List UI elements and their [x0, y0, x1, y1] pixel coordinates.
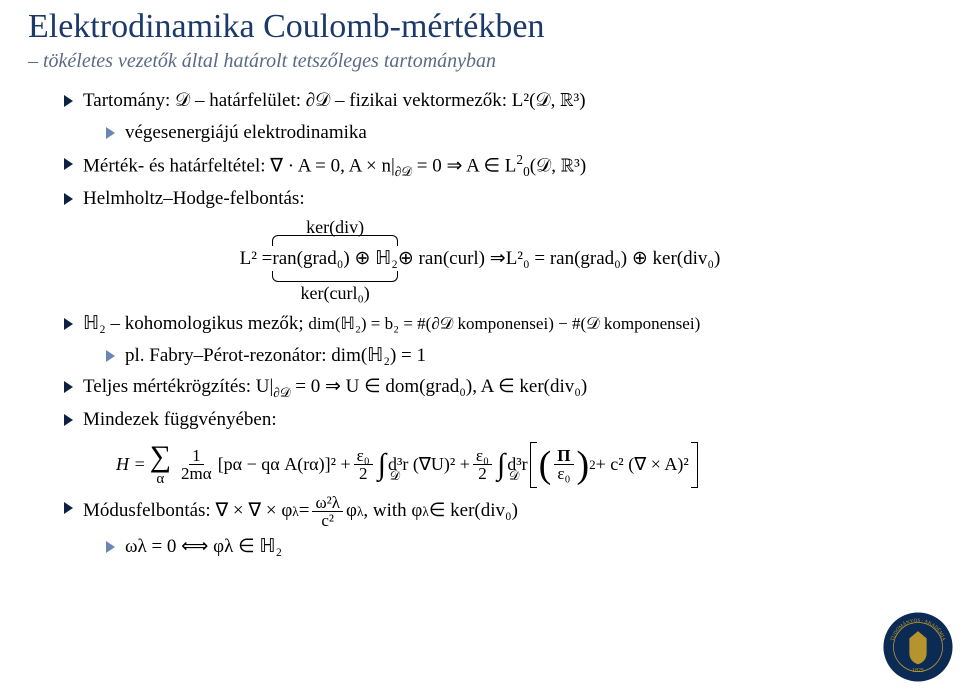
bullet-text: végesenergiájú elektrodinamika	[125, 119, 932, 147]
mode-c: , with φ	[363, 497, 422, 525]
bullet-gauge-condition: Mérték- és határfeltétel: ∇ · A = 0, A ×…	[64, 150, 932, 181]
eq-lhs: Mérték- és határfeltétel: ∇ · A = 0, A ×…	[83, 155, 395, 176]
triangle-icon	[106, 350, 115, 362]
gauge-b: = 0 ⇒ U ∈ dom(grad₀), A ∈ ker(div₀)	[290, 376, 587, 397]
page-title: Elektrodinamika Coulomb-mértékben	[28, 8, 932, 46]
overbrace-icon	[272, 235, 398, 246]
integral-icon: ∫𝒟	[497, 448, 505, 482]
triangle-icon	[106, 127, 115, 139]
cohom-b: dim(ℍ₂) = b₂ = #(∂𝒟 komponensei) − #(𝒟 k…	[308, 314, 700, 333]
bullet-text: Mérték- és határfeltétel: ∇ · A = 0, A ×…	[83, 150, 932, 181]
decomp-mid: ⊕ ran(curl) ⇒	[398, 247, 506, 270]
frac-num: ε₀	[473, 447, 492, 465]
left-bracket-icon	[530, 442, 537, 488]
bullet-helmholtz: Helmholtz–Hodge-felbontás:	[64, 185, 932, 213]
triangle-icon	[64, 414, 73, 426]
frac-num: 1	[189, 447, 204, 465]
H-lhs: H =	[116, 454, 146, 475]
gauge-sub: ∂𝒟	[273, 385, 290, 400]
frac-den: 2	[356, 465, 371, 482]
H-curlA: + c² (∇ × A)²	[596, 454, 689, 475]
eq-sub: ∂𝒟	[395, 164, 412, 179]
frac-1-over-2m: 1 2mα	[178, 447, 215, 482]
triangle-icon	[64, 193, 73, 205]
triangle-icon	[64, 381, 73, 393]
bullet-text: Helmholtz–Hodge-felbontás:	[83, 185, 932, 213]
academy-crest-icon: 1825 TUDOMÁNYOS · AKADÉMIA	[882, 611, 954, 683]
bullet-zero-mode: ωλ = 0 ⟺ φλ ∈ ℍ₂	[106, 533, 932, 561]
gauge-a: Teljes mértékrögzítés: U|	[83, 376, 273, 397]
eq-mid: = 0 ⇒ A ∈ L	[412, 155, 516, 176]
frac-den: c²	[318, 512, 337, 529]
bullet-mode-expansion: Módusfelbontás: ∇ × ∇ × φλ = ω²λ c² φλ ,…	[64, 494, 932, 529]
triangle-icon	[64, 158, 73, 170]
triangle-icon	[106, 541, 115, 553]
mode-eq: =	[299, 497, 310, 525]
page-subtitle: – tökéletes vezetők által határolt tetsz…	[28, 50, 932, 73]
left-paren-icon: (	[539, 448, 552, 482]
frac-den: 2mα	[178, 465, 215, 482]
H-kinetic: [pα − qα A(rα)]² +	[218, 454, 351, 475]
decomp-left: L² =	[240, 248, 273, 270]
bullet-text: Teljes mértékrögzítés: U|∂𝒟 = 0 ⇒ U ∈ do…	[83, 373, 932, 402]
bullet-text: ωλ = 0 ⟺ φλ ∈ ℍ₂	[125, 533, 932, 561]
frac-num: ω²λ	[312, 494, 343, 512]
frac-den: 2	[475, 465, 490, 482]
triangle-icon	[64, 318, 73, 330]
int-sub: 𝒟	[390, 468, 400, 484]
mode-b: φ	[346, 497, 357, 525]
mode-a: Módusfelbontás: ∇ × ∇ × φ	[83, 497, 292, 525]
frac-Pi-eps: Π ε₀	[554, 447, 573, 482]
bullet-finite-energy: végesenergiájú elektrodinamika	[106, 119, 932, 147]
frac-den: ε₀	[554, 465, 573, 482]
decomp-under: ran(grad₀) ⊕ ℍ₂	[272, 248, 398, 269]
decomp-right: L²₀ = ran(grad₀) ⊕ ker(div₀)	[506, 247, 721, 270]
triangle-icon	[64, 502, 73, 514]
bullet-hamiltonian-intro: Mindezek függvényében:	[64, 406, 932, 434]
right-bracket-icon	[691, 442, 698, 488]
underbrace-icon	[272, 271, 398, 282]
triangle-icon	[64, 95, 73, 107]
frac-eps-2-b: ε₀ 2	[473, 447, 492, 482]
eq-sub2: 0	[523, 164, 530, 179]
integral-icon: ∫𝒟	[378, 448, 386, 482]
hamiltonian-equation: H = ∑ α 1 2mα [pα − qα A(rα)]² + ε₀ 2 ∫𝒟…	[116, 442, 932, 488]
bullet-cohomology: ℍ₂ – kohomologikus mezők; dim(ℍ₂) = b₂ =…	[64, 310, 932, 338]
cohom-a: ℍ₂ – kohomologikus mezők;	[83, 313, 308, 334]
decomp-bot-label: ker(curl₀)	[301, 283, 370, 304]
frac-num: Π	[554, 447, 573, 465]
frac-num: ε₀	[354, 447, 373, 465]
frac-omega-c: ω²λ c²	[312, 494, 343, 529]
bullet-text: Mindezek függvényében:	[83, 406, 932, 434]
helmholtz-decomposition: L² = ker(div) ran(grad₀) ⊕ ℍ₂ ker(curl₀)…	[28, 247, 932, 270]
bullet-text: Tartomány: 𝒟 – határfelület: ∂𝒟 – fizika…	[83, 87, 932, 115]
frac-eps-2-a: ε₀ 2	[354, 447, 373, 482]
bullet-text: ℍ₂ – kohomologikus mezők; dim(ℍ₂) = b₂ =…	[83, 310, 932, 338]
bullet-text: pl. Fabry–Pérot-rezonátor: dim(ℍ₂) = 1	[125, 342, 932, 370]
bullet-text: Módusfelbontás: ∇ × ∇ × φλ = ω²λ c² φλ ,…	[83, 494, 932, 529]
bullet-fabry-perot: pl. Fabry–Pérot-rezonátor: dim(ℍ₂) = 1	[106, 342, 932, 370]
crest-year: 1825	[912, 668, 924, 674]
eq-tail: (𝒟, ℝ³)	[530, 155, 586, 176]
H-gradU: d³r (∇U)² +	[388, 454, 470, 475]
sum-sub: α	[156, 472, 164, 487]
right-paren-icon: )	[577, 448, 590, 482]
bullet-domain: Tartomány: 𝒟 – határfelület: ∂𝒟 – fizika…	[64, 87, 932, 115]
int-sub: 𝒟	[509, 468, 519, 484]
bullet-full-gauge: Teljes mértékrögzítés: U|∂𝒟 = 0 ⇒ U ∈ do…	[64, 373, 932, 402]
mode-d: ∈ ker(div₀)	[429, 497, 518, 525]
sum-symbol: ∑ α	[150, 442, 171, 487]
